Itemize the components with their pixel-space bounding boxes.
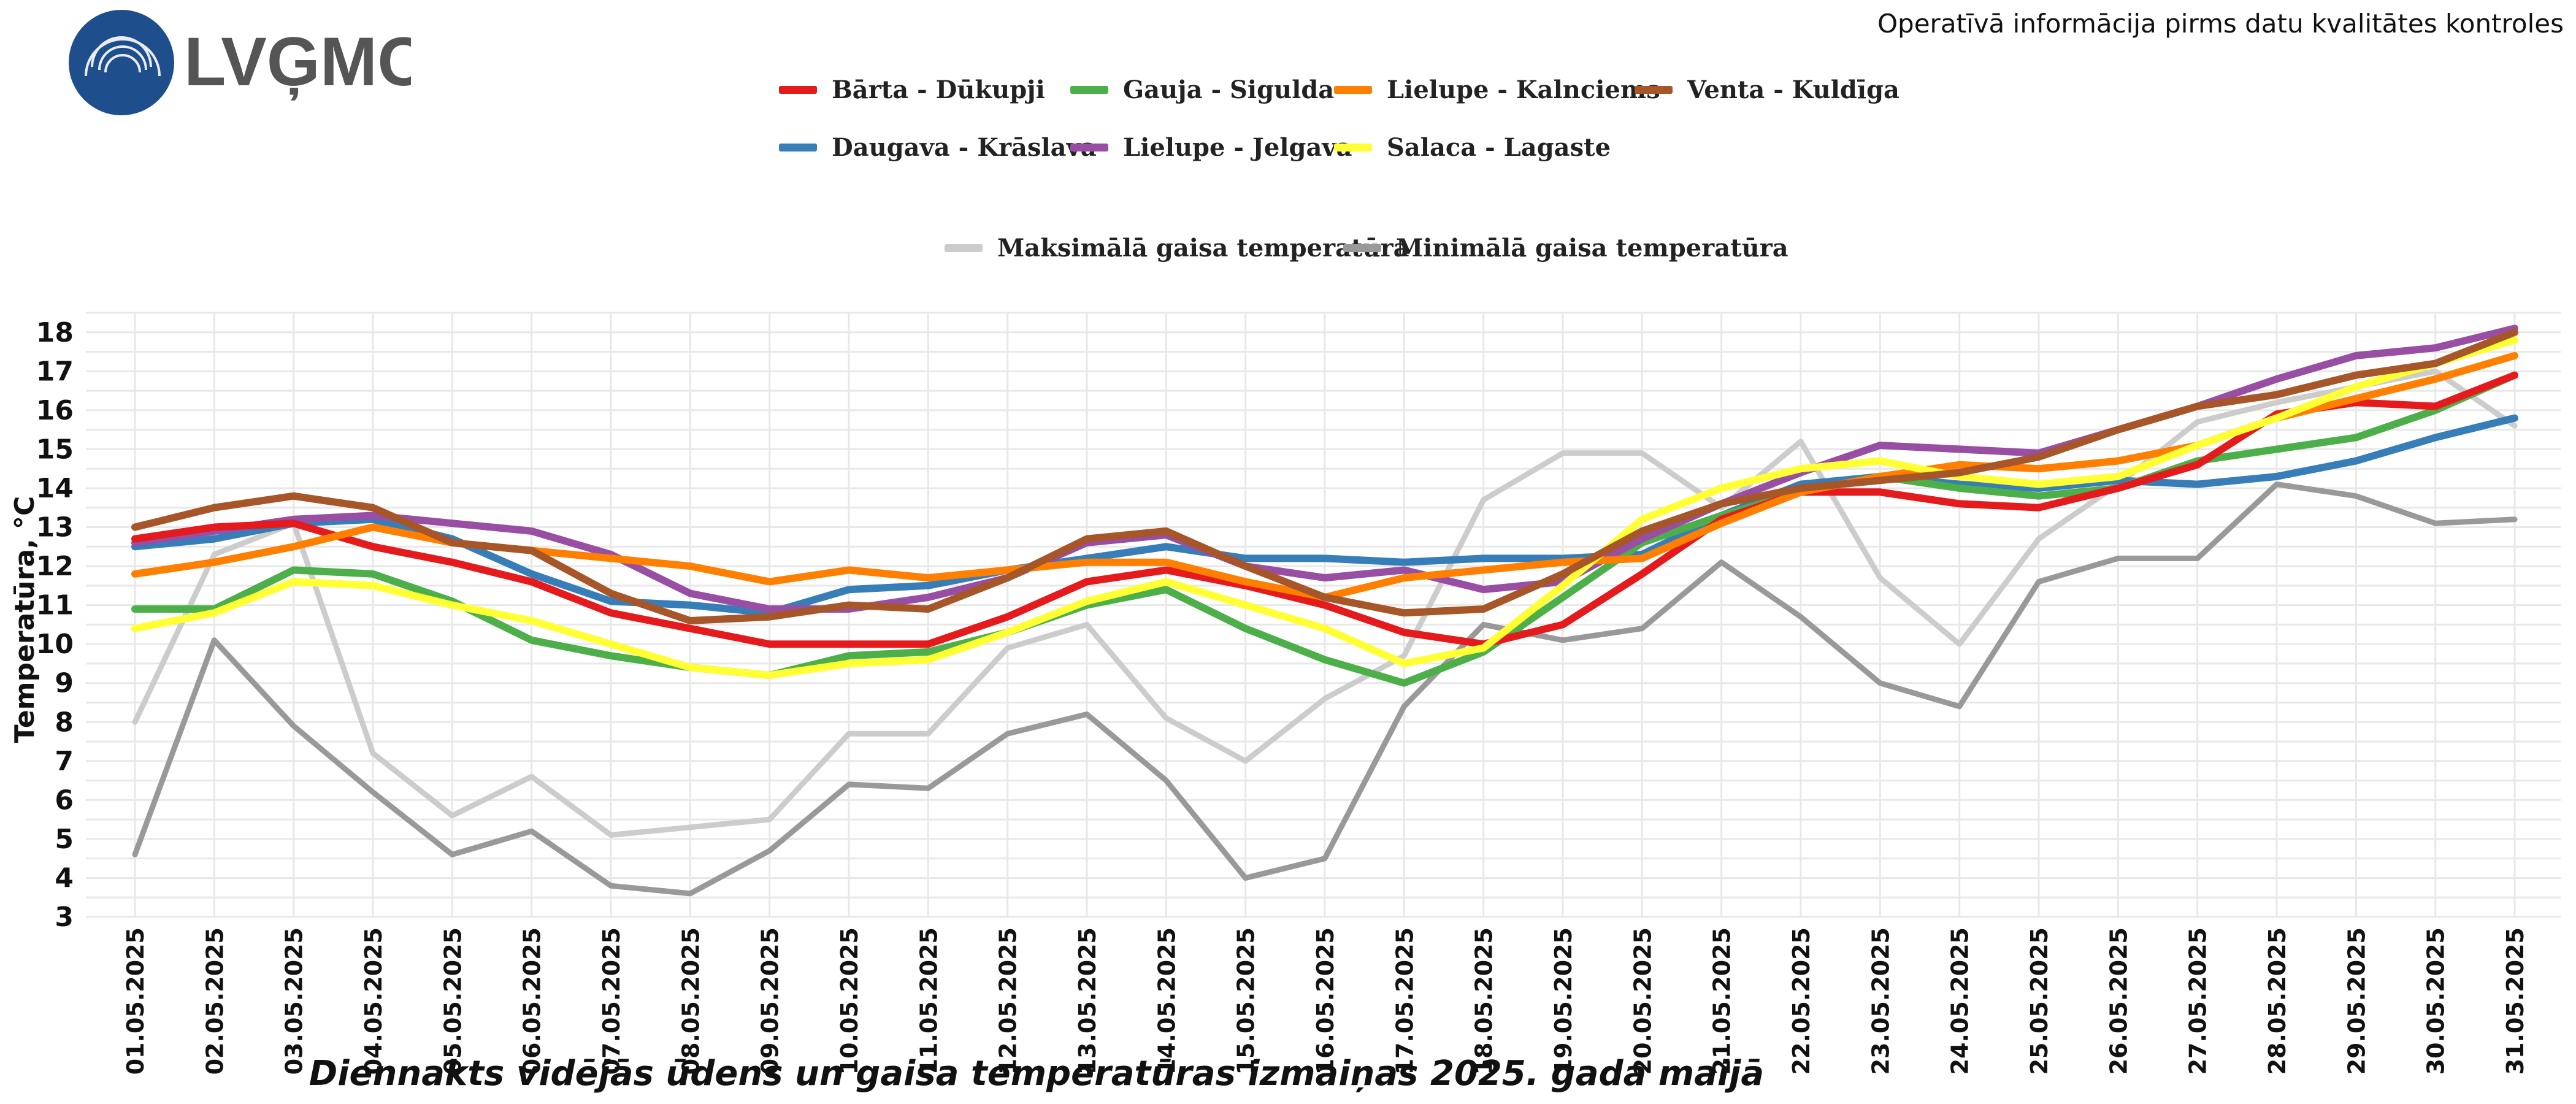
x-tick-label: 24.05.2025 xyxy=(1947,927,1974,1075)
series-line-salaca-lagaste xyxy=(131,336,2518,679)
y-tick-label: 8 xyxy=(55,707,74,738)
y-tick-label: 10 xyxy=(36,629,74,660)
series-line-minimala-gaisa-temperatura xyxy=(132,481,2518,897)
y-tick-label: 6 xyxy=(55,784,74,816)
x-tick-label: 28.05.2025 xyxy=(2264,927,2291,1075)
grid-lines xyxy=(86,312,2561,918)
x-tick-label: 02.05.2025 xyxy=(201,927,228,1075)
x-tick-label: 12.05.2025 xyxy=(995,927,1022,1075)
x-tick-label: 11.05.2025 xyxy=(915,927,942,1075)
x-axis-ticks: 01.05.2025 02.05.2025 03.05.2025 04.05.2025… xyxy=(122,927,2529,1075)
x-tick-label: 25.05.2025 xyxy=(2026,927,2053,1075)
x-tick-label: 20.05.2025 xyxy=(1629,927,1656,1075)
y-tick-label: 14 xyxy=(36,473,74,504)
series-line-daugava-kraslava xyxy=(131,414,2518,617)
logo-globe-icon xyxy=(69,10,174,115)
x-tick-label: 09.05.2025 xyxy=(757,927,784,1075)
x-tick-label: 08.05.2025 xyxy=(677,927,704,1075)
series-lines xyxy=(131,324,2518,897)
x-tick-label: 19.05.2025 xyxy=(1550,927,1577,1075)
x-tick-label: 16.05.2025 xyxy=(1312,927,1339,1075)
series-line-barta-dukupji xyxy=(131,371,2518,648)
x-tick-label: 21.05.2025 xyxy=(1709,927,1736,1075)
y-tick-label: 13 xyxy=(36,512,74,543)
y-tick-label: 16 xyxy=(36,395,74,426)
x-tick-label: 26.05.2025 xyxy=(2105,927,2132,1075)
y-tick-label: 9 xyxy=(55,668,74,699)
x-tick-label: 14.05.2025 xyxy=(1153,927,1180,1075)
x-tick-label: 18.05.2025 xyxy=(1471,927,1498,1075)
y-tick-label: 17 xyxy=(36,356,74,387)
x-tick-label: 22.05.2025 xyxy=(1788,927,1815,1075)
x-tick-label: 23.05.2025 xyxy=(1867,927,1894,1075)
y-tick-label: 7 xyxy=(55,746,74,777)
x-tick-label: 01.05.2025 xyxy=(122,927,149,1075)
x-tick-label: 05.05.2025 xyxy=(439,927,466,1075)
x-tick-label: 10.05.2025 xyxy=(836,927,863,1075)
y-tick-label: 18 xyxy=(36,317,74,348)
y-tick-label: 5 xyxy=(55,824,74,855)
y-axis-label: Temperatūra, °C xyxy=(9,496,40,743)
x-axis-title: Diennakts vidējās ūdens un gaisa tempera… xyxy=(309,1054,1765,1094)
data-quality-note: Operatīvā informācija pirms datu kvalitā… xyxy=(1877,9,2564,39)
series-line-venta-kuldiga xyxy=(131,328,2518,624)
x-tick-label: 31.05.2025 xyxy=(2502,927,2529,1075)
x-tick-label: 27.05.2025 xyxy=(2185,927,2212,1075)
series-line-maksimala-gaisa-temperatura xyxy=(132,368,2518,838)
y-tick-label: 3 xyxy=(55,902,74,933)
y-tick-label: 11 xyxy=(36,590,74,621)
x-tick-label: 06.05.2025 xyxy=(519,927,546,1075)
logo-text: LVĢMC xyxy=(184,23,411,101)
x-tick-label: 07.05.2025 xyxy=(598,927,625,1075)
y-tick-label: 15 xyxy=(36,434,74,465)
x-tick-label: 29.05.2025 xyxy=(2343,927,2370,1075)
x-tick-label: 04.05.2025 xyxy=(360,927,387,1075)
x-tick-label: 13.05.2025 xyxy=(1074,927,1101,1075)
y-tick-label: 4 xyxy=(55,862,74,894)
y-tick-label: 12 xyxy=(36,551,74,582)
x-tick-label: 17.05.2025 xyxy=(1391,927,1418,1075)
x-tick-label: 15.05.2025 xyxy=(1233,927,1260,1075)
x-tick-label: 03.05.2025 xyxy=(281,927,308,1075)
x-tick-label: 30.05.2025 xyxy=(2423,927,2450,1075)
y-axis-ticks: 3 4 5 6 7 8 9 10 11 12 13 14 15 16 17 18 xyxy=(36,317,74,933)
lvgmc-logo: LVĢMC xyxy=(69,10,411,115)
